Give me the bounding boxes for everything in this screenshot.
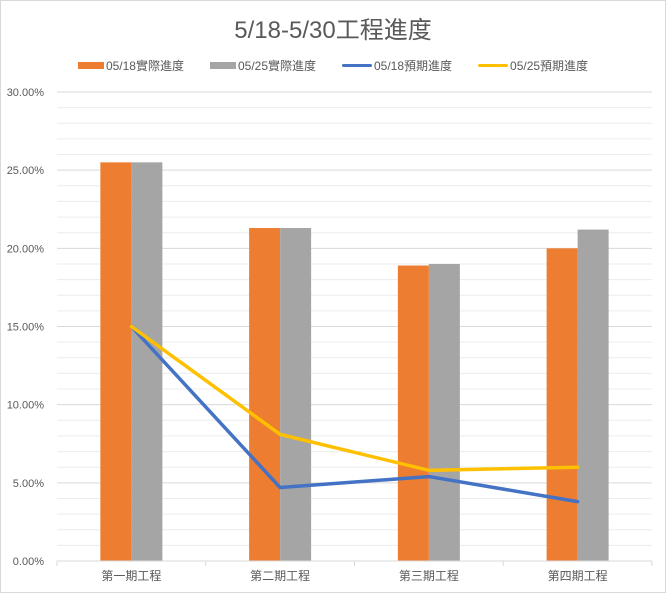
legend-swatch (478, 64, 509, 67)
legend-label: 05/25預期進度 (510, 59, 589, 73)
y-tick-label: 10.00% (7, 400, 45, 412)
bar (577, 229, 609, 561)
y-tick-label: 5.00% (13, 478, 44, 490)
bar (397, 265, 429, 561)
x-tick-label: 第一期工程 (101, 568, 161, 583)
bar (100, 162, 132, 561)
y-tick-label: 20.00% (7, 243, 45, 255)
legend-item: 05/18預期進度 (342, 57, 452, 74)
x-tick-label: 第三期工程 (399, 568, 459, 583)
y-tick-label: 0.00% (13, 556, 44, 568)
series-line (129, 324, 580, 473)
legend-label: 05/18預期進度 (374, 59, 453, 73)
legend-label: 05/18實際進度 (105, 59, 184, 73)
y-tick-label: 30.00% (7, 87, 45, 99)
legend-swatch (209, 62, 236, 69)
x-tick-label: 第二期工程 (250, 568, 310, 583)
series-line (129, 324, 580, 504)
legend-item: 05/25預期進度 (478, 57, 588, 74)
x-tick-label: 第四期工程 (548, 568, 608, 583)
y-tick-label: 25.00% (7, 165, 45, 177)
bar (131, 162, 163, 561)
bar (280, 228, 312, 561)
legend-label: 05/25實際進度 (237, 59, 316, 73)
legend-item: 05/18實際進度 (77, 57, 184, 74)
legend-swatch (342, 64, 372, 67)
legend-swatch (77, 62, 104, 69)
bar (249, 228, 281, 561)
bar (428, 263, 460, 561)
y-tick-label: 15.00% (7, 322, 45, 334)
legend-item: 05/25實際進度 (209, 57, 316, 74)
bar (546, 248, 578, 562)
legend: 05/18實際進度 05/25實際進度 05/18預期進度 05/25預期進度 (0, 57, 666, 74)
chart-title: 5/18-5/30工程進度 (234, 17, 432, 44)
